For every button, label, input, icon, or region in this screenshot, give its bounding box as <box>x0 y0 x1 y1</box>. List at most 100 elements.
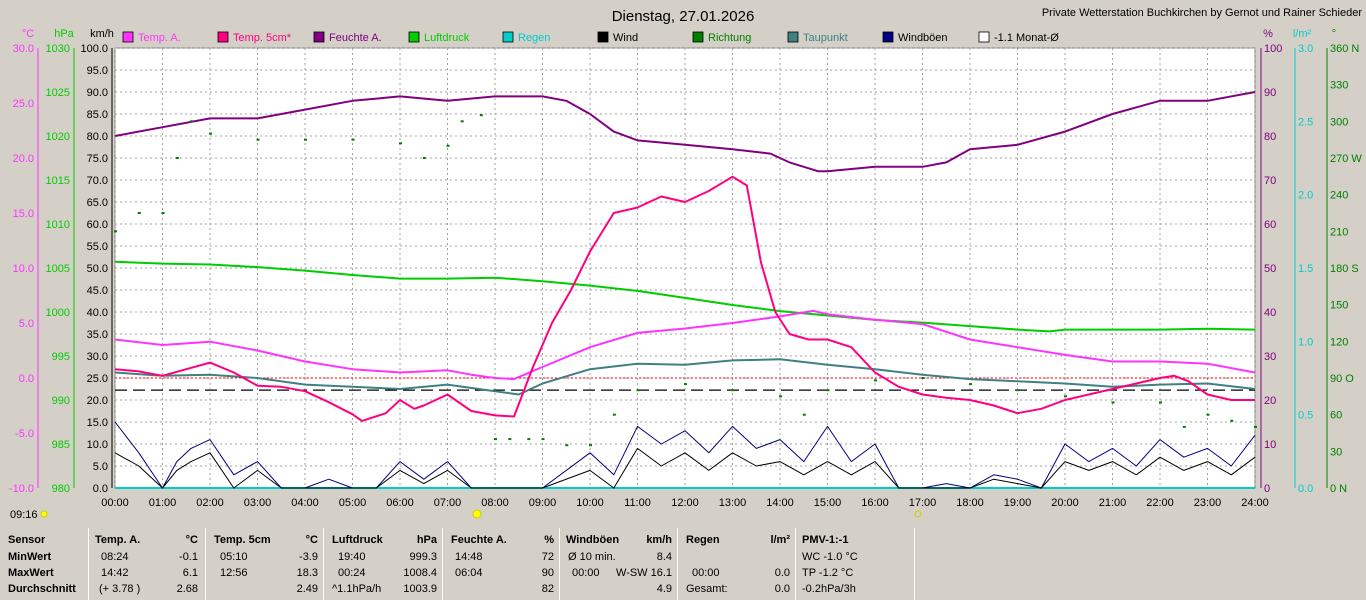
direction-point <box>1016 389 1020 392</box>
left-axis-tick: 995 <box>52 351 70 363</box>
legend-swatch <box>408 31 420 43</box>
col-pmv: PMV-1:-1 WC -1.0 °C TP -1.2 °C -0.2hPa/3… <box>795 528 915 600</box>
left-axis-tick: 5.0 <box>93 461 108 473</box>
direction-point <box>826 389 830 392</box>
legend-label: Feuchte A. <box>329 32 382 44</box>
rain-total-label: Gesamt: <box>686 583 728 595</box>
x-tick-label: 11:00 <box>624 497 651 509</box>
left-axis-tick: 15.0 <box>87 417 108 429</box>
left-axis-tick: 15.0 <box>13 208 34 220</box>
sunset-icon <box>914 510 922 518</box>
row-label-min: MinWert <box>8 551 52 563</box>
col-rain: Regen l/m² 00:00 0.0 Gesamt: 0.0 <box>677 528 796 600</box>
x-tick-label: 20:00 <box>1051 497 1079 509</box>
header-gusts: Windböen <box>566 534 620 546</box>
direction-point <box>1230 419 1234 422</box>
left-axis-tick: 1020 <box>46 131 70 143</box>
humidity-avg-value: 82 <box>541 583 554 595</box>
x-tick-label: 09:00 <box>529 497 557 509</box>
right-axis-tick: 40 <box>1264 307 1276 319</box>
direction-point <box>422 157 426 159</box>
x-tick-label: 07:00 <box>434 497 462 509</box>
humidity-max-value: 90 <box>541 567 554 579</box>
right-axis-tick: 360 N <box>1330 43 1359 55</box>
right-axis-unit: % <box>1263 28 1273 40</box>
right-axis-tick: 270 W <box>1330 153 1362 165</box>
left-axis-tick: 985 <box>52 439 70 451</box>
humidity-max-time: 06:04 <box>455 567 483 579</box>
header-rain: Regen <box>686 534 720 546</box>
direction-point <box>527 438 531 441</box>
direction-point <box>351 138 355 141</box>
x-tick-label: 01:00 <box>149 497 177 509</box>
left-axis-tick: 100.0 <box>80 43 108 55</box>
right-axis-tick: 330 <box>1330 80 1348 92</box>
pmv-pressure-trend: -0.2hPa/3h <box>802 583 856 595</box>
direction-point <box>256 138 260 141</box>
legend-swatch <box>122 31 134 43</box>
header-pressure: Luftdruck <box>332 534 383 546</box>
right-axis-tick: 2.5 <box>1298 116 1313 128</box>
gusts-max-value: 16.1 <box>650 567 672 579</box>
header-sensor: Sensor <box>8 534 46 546</box>
header-pmv: PMV-1:-1 <box>802 534 849 546</box>
direction-point <box>479 114 483 117</box>
header-humidity-unit: % <box>544 534 554 546</box>
right-axis-tick: 1.0 <box>1298 336 1313 348</box>
right-axis-tick: 150 <box>1330 300 1348 312</box>
left-axis-tick: 95.0 <box>87 65 108 77</box>
series-windb-en <box>114 421 1256 489</box>
left-axis-tick: -5.0 <box>15 428 34 440</box>
series-luftdruck <box>114 260 1256 333</box>
gusts-max-time: 00:00 <box>572 567 600 579</box>
left-axis-tick: 980 <box>52 483 70 495</box>
direction-point <box>636 389 640 392</box>
right-axis-tick: 0.0 <box>1298 483 1313 495</box>
x-tick-label: 02:00 <box>196 497 224 509</box>
x-tick-label: 12:00 <box>671 497 699 509</box>
direction-point <box>874 379 877 382</box>
x-tick-label: 23:00 <box>1194 497 1222 509</box>
right-axis-tick: 180 S <box>1330 263 1359 275</box>
direction-point <box>1159 401 1162 404</box>
left-axis-tick: 65.0 <box>87 197 108 209</box>
right-axis-tick: 90 O <box>1330 373 1354 385</box>
direction-point <box>1111 401 1115 404</box>
sunrise-icon <box>472 509 482 519</box>
axes: °C 30.0 25.0 20.0 15.0 10.0 5.0 0.0 -5.0 -10.0 hPa… <box>9 28 1362 495</box>
right-axis-tick: 0 N <box>1330 483 1347 495</box>
right-axis-tick: 100 <box>1264 43 1282 55</box>
left-axis-tick: 20.0 <box>13 153 34 165</box>
gusts-max-direction: W-SW <box>616 567 648 579</box>
direction-point <box>137 212 141 214</box>
x-tick-label: 04:00 <box>291 497 319 509</box>
temp-5cm-max-time: 12:56 <box>220 567 248 579</box>
header-temp-a: Temp. A. <box>95 534 141 546</box>
pressure-max-value: 1008.4 <box>403 567 437 579</box>
temp-a-max-value: 6.1 <box>182 567 198 579</box>
direction-point <box>190 120 193 123</box>
right-axis-tick: 210 <box>1330 226 1348 238</box>
left-axis-tick: 30.0 <box>87 351 108 363</box>
legend-label: -1.1 Monat-Ø <box>994 32 1059 44</box>
legend-label: Temp. 5cm* <box>233 32 292 44</box>
left-axis-tick: 1010 <box>46 219 70 231</box>
direction-point <box>209 132 212 135</box>
col-temp-a: Temp. A. °C 08:24 -0.1 14:42 6.1 (+ 3.78… <box>88 528 206 600</box>
direction-point <box>1254 425 1257 428</box>
x-tick-label: 03:00 <box>244 497 272 509</box>
direction-point <box>779 395 782 398</box>
left-axis-tick: 1015 <box>46 175 70 187</box>
right-axis-tick: 70 <box>1264 175 1276 187</box>
row-label-avg: Durchschnitt <box>8 583 76 595</box>
right-axis-tick: 30 <box>1264 351 1276 363</box>
legend-label: Regen <box>518 32 550 44</box>
legend-swatch <box>978 31 990 43</box>
left-axis-tick: 25.0 <box>87 373 108 385</box>
x-tick-label: 15:00 <box>814 497 842 509</box>
left-axis-tick: 10.0 <box>13 263 34 275</box>
legend-label: Windböen <box>898 32 948 44</box>
temp-a-max-time: 14:42 <box>101 567 129 579</box>
x-tick-label: 24:00 <box>1241 497 1269 509</box>
temp-5cm-avg-value: 2.49 <box>296 583 318 595</box>
